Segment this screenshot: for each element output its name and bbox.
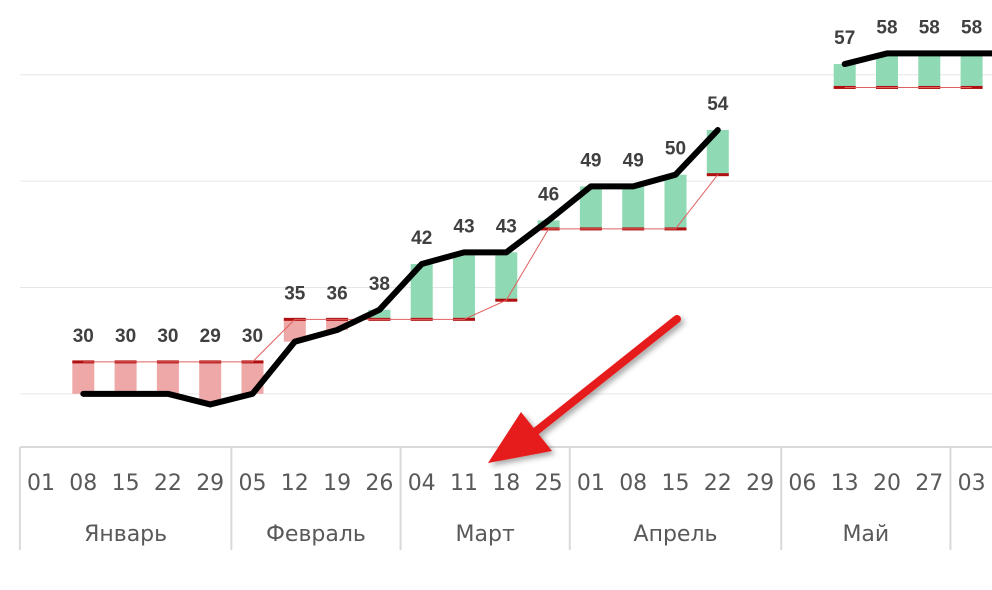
data-label-4: 29 [200, 326, 221, 347]
data-label-21: 58 [919, 17, 940, 38]
bar-1 [72, 361, 95, 394]
month-label-1: Февраль [266, 522, 366, 547]
bar-16 [706, 130, 729, 175]
red-arrow-annotation [488, 315, 681, 463]
reference-line-seg-17 [83, 174, 719, 363]
bar-3 [156, 361, 179, 394]
x-tick-label-2: 15 [112, 471, 140, 496]
bar-9 [410, 264, 433, 320]
x-axis: 01 08 15 22 29 05 12 19 26 04 11 18 25 01 08 15 22 29 06 13… [18, 446, 992, 550]
x-tick-label-19: 13 [831, 471, 859, 496]
data-label-14: 49 [623, 150, 644, 171]
x-tick-label-1: 08 [69, 471, 97, 496]
data-label-5: 30 [242, 326, 263, 347]
bar-15 [664, 174, 687, 229]
x-tick-label-7: 19 [323, 471, 351, 496]
bar-12 [537, 220, 560, 229]
data-label-10: 43 [453, 216, 474, 237]
x-tick-label-20: 20 [873, 471, 901, 496]
x-tick-label-5: 05 [239, 471, 267, 496]
main-line-layer [80, 50, 992, 408]
bar-10 [453, 252, 475, 320]
data-label-22: 58 [961, 17, 982, 38]
arrow-head [488, 412, 552, 463]
x-tick-label-4: 29 [196, 471, 224, 496]
data-label-7: 36 [327, 283, 348, 304]
grid-lines [20, 74, 992, 395]
bar-11 [495, 252, 518, 301]
data-label-9: 42 [411, 228, 432, 249]
reference-line-layer [83, 86, 972, 363]
x-tick-label-10: 11 [450, 471, 478, 496]
x-tick-label-16: 22 [704, 471, 732, 496]
bar-4 [199, 361, 222, 405]
bar-2 [114, 361, 137, 394]
x-tick-label-8: 26 [365, 471, 393, 496]
bar-20 [876, 53, 898, 88]
data-label-16: 54 [707, 94, 729, 115]
data-label-13: 49 [580, 150, 601, 171]
data-label-8: 38 [369, 274, 390, 295]
bar-13 [579, 186, 602, 229]
data-label-3: 30 [157, 326, 178, 347]
bar-19 [833, 64, 856, 88]
data-label-20: 58 [876, 17, 897, 38]
x-tick-label-15: 15 [662, 471, 690, 496]
x-tick-label-21: 27 [915, 471, 943, 496]
month-label-0: Январь [84, 522, 167, 547]
series-line-0 [80, 127, 721, 408]
data-label-19: 57 [834, 28, 855, 49]
bar-21 [918, 53, 941, 88]
bar-22 [960, 53, 983, 88]
x-tick-label-11: 18 [492, 471, 520, 496]
x-tick-label-14: 08 [619, 471, 647, 496]
x-tick-label-12: 25 [535, 471, 563, 496]
data-label-11: 43 [496, 216, 517, 237]
month-label-3: Апрель [634, 522, 718, 547]
x-tick-label-18: 06 [788, 471, 816, 496]
month-label-2: Март [456, 522, 515, 547]
x-tick-label-13: 01 [577, 471, 605, 496]
x-tick-label-17: 29 [746, 471, 774, 496]
data-label-15: 50 [665, 139, 686, 160]
arrow-shaft [531, 315, 681, 436]
data-label-12: 46 [538, 184, 559, 205]
data-label-2: 30 [115, 326, 136, 347]
month-label-4: Май [842, 522, 889, 547]
value-labels-layer: 30 30 30 29 30 35 36 38 42 43 43 46 49 49 50 54 57 58 58 58 [73, 17, 982, 346]
markers-layer [72, 85, 983, 364]
bar-7 [326, 319, 349, 330]
data-label-6: 35 [284, 283, 306, 304]
x-tick-label-0: 01 [27, 471, 55, 496]
bar-8 [368, 309, 391, 320]
x-tick-label-22: 03 [958, 471, 986, 496]
bar-14 [622, 186, 645, 229]
x-tick-label-9: 04 [408, 471, 436, 496]
bars-layer [72, 53, 983, 405]
series-line-1 [841, 50, 992, 68]
x-tick-label-6: 12 [281, 471, 309, 496]
data-label-1: 30 [73, 326, 94, 347]
x-tick-label-3: 22 [154, 471, 182, 496]
